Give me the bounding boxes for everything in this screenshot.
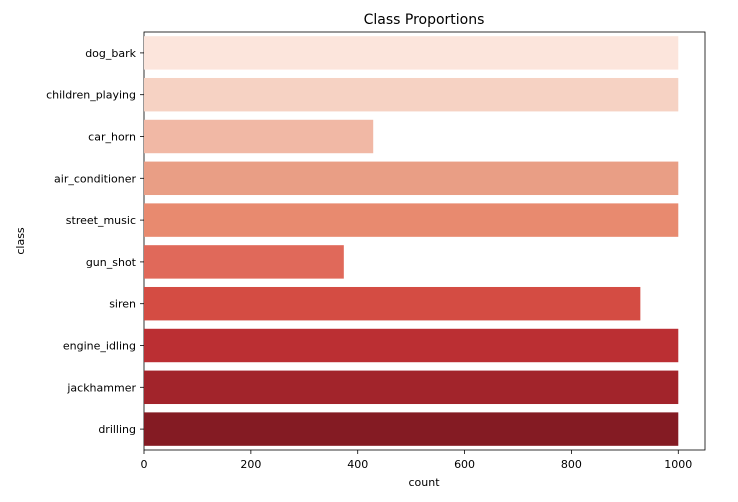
- x-tick-label: 400: [347, 458, 368, 471]
- y-tick-label: drilling: [98, 423, 136, 436]
- x-axis: 0 200 400 600 800 1000: [141, 450, 692, 471]
- y-tick-label: dog_bark: [85, 47, 136, 60]
- bar-drilling: [144, 412, 679, 446]
- bar-children-playing: [144, 77, 679, 112]
- y-tick-label: siren: [109, 298, 136, 311]
- x-axis-label: count: [408, 476, 440, 489]
- bar-gun-shot: [144, 245, 344, 279]
- y-axis: dog_bark children_playing car_horn air_cond…: [46, 47, 144, 436]
- plot-area-frame: [143, 31, 706, 451]
- y-tick-label: car_horn: [88, 131, 136, 144]
- y-tick-label: engine_idling: [63, 340, 136, 353]
- y-tick-label: jackhammer: [66, 381, 136, 394]
- bar-engine-idling: [144, 328, 679, 363]
- bar-street-music: [144, 203, 679, 237]
- bar-air-conditioner: [144, 161, 679, 196]
- bar-car-horn: [144, 119, 374, 154]
- chart-title: Class Proportions: [364, 12, 485, 28]
- y-tick-label: street_music: [66, 214, 136, 227]
- x-tick-label: 0: [141, 458, 148, 471]
- y-axis-label: class: [14, 227, 27, 255]
- bars-layer: [144, 36, 679, 446]
- x-tick-label: 600: [454, 458, 475, 471]
- y-tick-label: air_conditioner: [54, 172, 136, 185]
- bar-dog-bark: [144, 36, 679, 70]
- bar-siren: [144, 286, 641, 321]
- x-tick-label: 200: [240, 458, 261, 471]
- y-tick-label: gun_shot: [86, 256, 137, 269]
- y-tick-label: children_playing: [46, 89, 136, 102]
- x-tick-label: 800: [561, 458, 582, 471]
- x-tick-label: 1000: [664, 458, 692, 471]
- bar-jackhammer: [144, 370, 679, 405]
